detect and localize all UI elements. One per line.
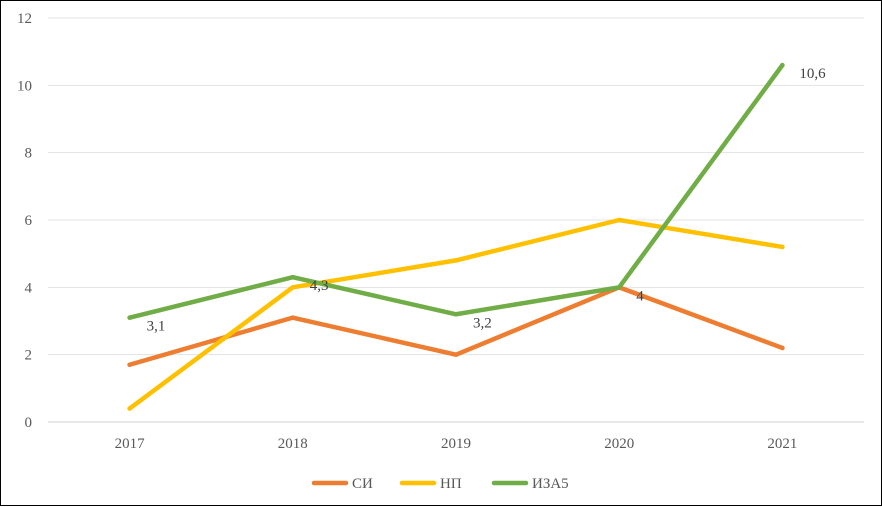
- y-tick-label-4: 4: [25, 280, 33, 296]
- series-lines: [127, 62, 785, 411]
- data-point-1-2: [453, 258, 459, 263]
- x-tick-label-2018: 2018: [278, 436, 308, 452]
- x-tick-label-2019: 2019: [441, 436, 471, 452]
- y-tick-label-8: 8: [25, 146, 33, 162]
- data-label-2019: 3,2: [473, 315, 492, 331]
- x-axis-ticks: 2017 2018 2019 2020 2021: [115, 436, 798, 452]
- gridlines: [48, 17, 864, 423]
- legend-label-1: НП: [440, 476, 462, 492]
- data-point-0-0: [127, 362, 132, 367]
- data-point-0-2: [453, 352, 459, 357]
- y-tick-label-0: 0: [25, 415, 33, 431]
- data-label-2017: 3,1: [147, 319, 166, 335]
- x-tick-label-2020: 2020: [604, 436, 634, 452]
- data-label-2020: 4: [636, 288, 644, 304]
- y-tick-label-2: 2: [25, 348, 33, 364]
- y-axis-ticks: 0 2 4 6 8 10 12: [17, 11, 33, 431]
- series-line-2: [127, 62, 785, 320]
- y-tick-label-12: 12: [17, 11, 32, 27]
- legend: СИ НП ИЗА5: [311, 476, 569, 492]
- data-point-0-1: [290, 315, 295, 320]
- data-point-2-3: [617, 285, 622, 290]
- data-point-1-0: [127, 406, 132, 411]
- data-point-2-4: [780, 62, 785, 68]
- data-label-2018: 4,3: [310, 278, 329, 294]
- data-labels: 3,1 4,3 3,2 4 10,6: [147, 66, 827, 335]
- legend-label-2: ИЗА5: [532, 476, 569, 492]
- data-point-0-4: [780, 345, 785, 351]
- data-point-2-0: [127, 315, 132, 320]
- x-tick-label-2021: 2021: [767, 436, 797, 452]
- legend-label-0: СИ: [352, 476, 373, 492]
- x-tick-label-2017: 2017: [115, 436, 146, 452]
- data-point-1-4: [780, 244, 785, 250]
- data-point-2-2: [453, 312, 459, 317]
- y-tick-label-10: 10: [17, 78, 32, 94]
- data-label-2021: 10,6: [799, 66, 826, 82]
- data-point-1-1: [290, 285, 295, 290]
- data-point-1-3: [617, 217, 622, 223]
- data-point-2-1: [290, 275, 295, 280]
- y-tick-label-6: 6: [25, 213, 33, 229]
